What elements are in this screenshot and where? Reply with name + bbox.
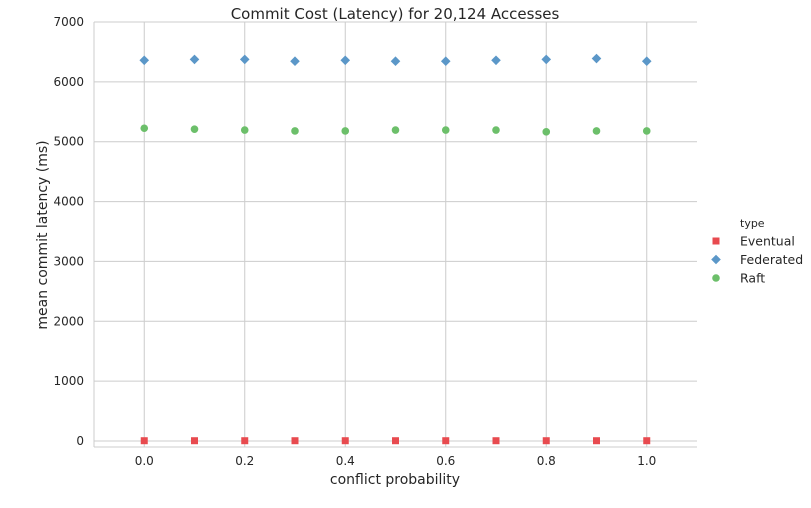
data-point-federated (189, 54, 200, 65)
y-tick-labels: 0 1000 2000 3000 4000 5000 6000 7000 (53, 15, 84, 448)
data-point-eventual (241, 437, 249, 445)
x-tick-label: 1.0 (637, 454, 656, 468)
y-tick-label: 5000 (53, 135, 84, 149)
data-point-federated (541, 54, 552, 65)
legend-label-eventual: Eventual (740, 234, 795, 249)
data-point-federated (390, 56, 401, 67)
data-point-federated (290, 56, 300, 67)
y-tick-label: 6000 (53, 75, 84, 89)
data-point-raft (492, 126, 500, 134)
legend-marker-eventual (712, 237, 720, 245)
legend-label-raft: Raft (740, 271, 765, 286)
y-tick-label: 0 (76, 434, 84, 448)
data-point-eventual (291, 437, 299, 445)
data-point-eventual (191, 437, 198, 445)
grid-lines (94, 21, 697, 447)
x-axis-label: conflict probability (330, 472, 460, 488)
data-point-eventual (392, 437, 399, 445)
x-tick-labels: 0.0 0.2 0.4 0.6 0.8 1.0 (135, 454, 657, 468)
data-point-federated (139, 55, 150, 66)
data-point-federated (591, 53, 602, 64)
data-point-eventual (140, 437, 148, 445)
x-tick-label: 0.4 (336, 454, 355, 468)
y-tick-label: 4000 (53, 195, 84, 209)
data-point-eventual (542, 437, 550, 445)
legend-marker-raft (712, 274, 720, 282)
data-point-eventual (643, 437, 651, 445)
legend-label-federated: Federated (740, 252, 803, 267)
data-point-eventual (442, 437, 450, 445)
x-tick-label: 0.0 (135, 454, 154, 468)
data-point-federated (440, 56, 451, 67)
data-point-raft (642, 127, 651, 135)
x-tick-label: 0.6 (436, 454, 455, 468)
legend: type Eventual Federated Raft (711, 217, 803, 286)
data-point-raft (341, 127, 350, 135)
data-point-raft (140, 124, 149, 133)
chart-title: Commit Cost (Latency) for 20,124 Accesse… (231, 5, 560, 23)
legend-title: type (740, 217, 765, 230)
y-tick-label: 3000 (53, 254, 84, 268)
data-point-federated (491, 55, 501, 66)
data-point-raft (190, 125, 199, 133)
y-tick-label: 7000 (53, 15, 84, 29)
data-point-raft (240, 126, 249, 134)
data-point-federated (641, 56, 652, 67)
data-point-eventual (593, 437, 600, 445)
y-tick-label: 1000 (53, 374, 84, 388)
data-point-federated (340, 55, 351, 66)
data-point-federated (239, 54, 250, 65)
data-point-eventual (492, 437, 500, 445)
data-point-raft (592, 127, 601, 135)
data-point-raft (291, 127, 299, 135)
legend-marker-federated (711, 254, 721, 265)
axes (93, 22, 697, 448)
y-axis-label: mean commit latency (ms) (35, 140, 51, 329)
data-point-raft (391, 126, 400, 134)
data-point-raft (441, 126, 450, 134)
data-points (139, 53, 652, 445)
x-tick-label: 0.8 (537, 454, 556, 468)
data-point-eventual (341, 437, 349, 445)
data-point-raft (542, 128, 551, 136)
x-tick-label: 0.2 (235, 454, 254, 468)
y-tick-label: 2000 (53, 314, 84, 328)
